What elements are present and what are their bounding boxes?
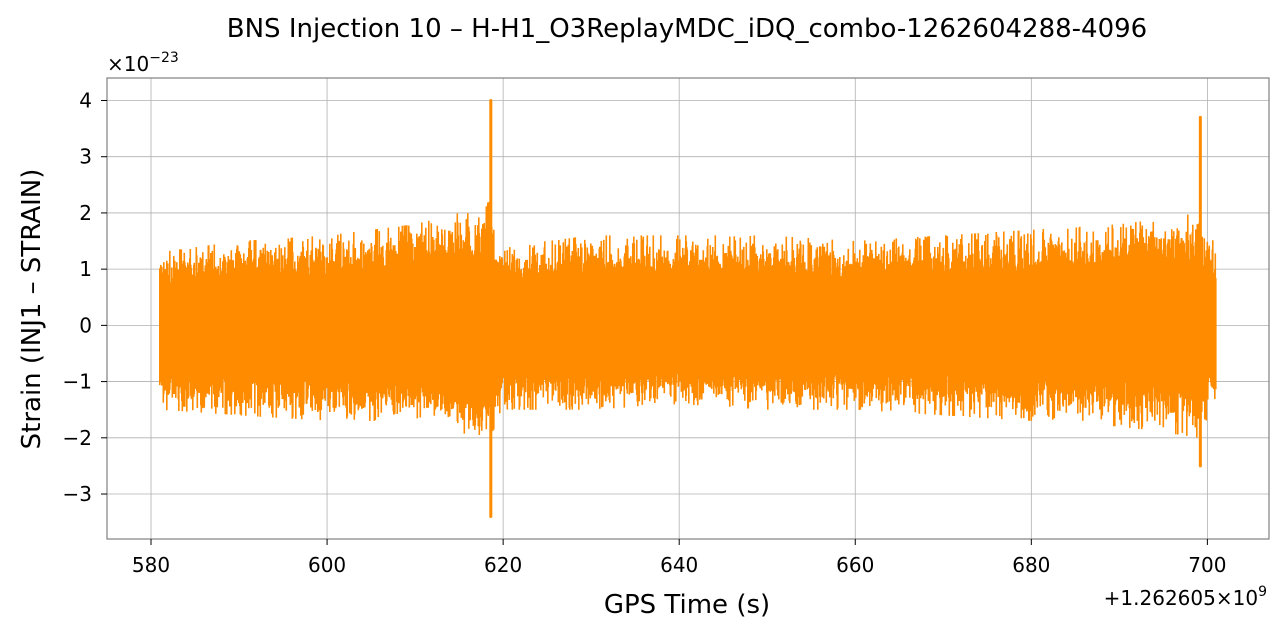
y-tick-label: −1 bbox=[63, 370, 92, 394]
y-multiplier-label: ×10−23 bbox=[107, 50, 179, 76]
strain-trace bbox=[159, 201, 1217, 442]
series-group bbox=[159, 98, 1217, 519]
x-tick-label: 660 bbox=[836, 553, 874, 577]
y-tick-label: 2 bbox=[79, 201, 92, 225]
y-tick-label: −2 bbox=[63, 426, 92, 450]
x-offset-exponent: 9 bbox=[1258, 584, 1267, 600]
x-tick-label: 620 bbox=[484, 553, 522, 577]
y-axis-label: Strain (INJ1 – STRAIN) bbox=[17, 169, 47, 450]
plot-frame bbox=[106, 77, 1270, 540]
tick-group: 580 600 620 640 660 680 700 −3 −2 −1 0 1 2 3 4 bbox=[63, 88, 1227, 577]
x-tick-label: 640 bbox=[660, 553, 698, 577]
y-multiplier-exponent: −23 bbox=[149, 50, 179, 66]
chart-title: BNS Injection 10 – H-H1_O3ReplayMDC_iDQ_… bbox=[227, 14, 1147, 44]
x-tick-label: 680 bbox=[1012, 553, 1050, 577]
y-tick-label: 1 bbox=[79, 257, 92, 281]
x-offset-label: +1.262605×109 bbox=[1104, 584, 1267, 610]
y-tick-label: 3 bbox=[79, 145, 92, 169]
y-tick-label: 4 bbox=[79, 88, 92, 112]
x-tick-label: 700 bbox=[1188, 553, 1226, 577]
x-tick-label: 600 bbox=[308, 553, 346, 577]
x-axis-label: GPS Time (s) bbox=[604, 590, 770, 620]
x-tick-label: 580 bbox=[132, 553, 170, 577]
y-tick-label: 0 bbox=[79, 313, 92, 337]
y-tick-label: −3 bbox=[63, 482, 92, 506]
